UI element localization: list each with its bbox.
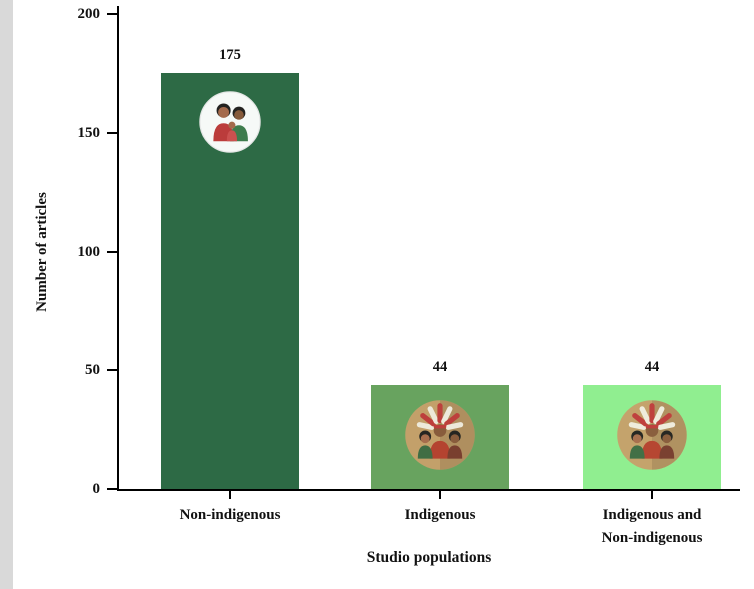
indigenous-family-icon <box>615 398 689 472</box>
indigenous-family-icon <box>403 398 477 472</box>
bar-value-label: 44 <box>432 358 448 375</box>
y-tick-mark <box>107 13 117 15</box>
two-women-icon <box>198 90 262 154</box>
category-label: Non-indigenous <box>179 507 281 523</box>
x-axis-title: Studio populations <box>366 549 492 566</box>
x-tick-mark <box>229 491 231 499</box>
y-axis-line <box>117 6 119 491</box>
y-tick-mark <box>107 488 117 490</box>
page-edge-strip <box>0 0 13 589</box>
category-label: Indigenous and Non-indigenous <box>601 507 703 546</box>
x-tick-mark <box>651 491 653 499</box>
y-tick-label: 150 <box>77 124 101 141</box>
y-tick-label: 0 <box>92 481 101 497</box>
x-tick-mark <box>439 491 441 499</box>
y-tick-label: 200 <box>77 6 101 22</box>
bar-value-label: 44 <box>644 358 660 375</box>
category-label: Indigenous <box>404 507 476 523</box>
y-tick-mark <box>107 131 117 134</box>
bar-value-label: 175 <box>219 47 241 64</box>
y-tick-label: 100 <box>77 243 101 260</box>
y-tick-mark <box>107 250 117 253</box>
y-tick-label: 50 <box>85 362 100 379</box>
x-axis-line <box>117 489 740 491</box>
y-tick-mark <box>107 369 117 372</box>
